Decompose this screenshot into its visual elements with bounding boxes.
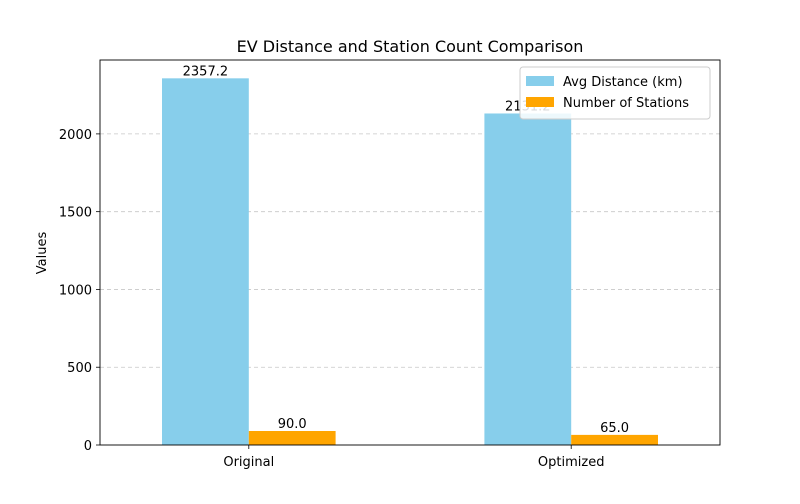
axes: 0 500 1000 1500 2000 Original Optimized [59,59,721,470]
legend-label: Number of Stations [563,96,689,111]
legend-label: Avg Distance (km) [563,75,683,90]
bar-value-label: 2357.2 [183,64,229,79]
bar-value-label: 65.0 [600,421,629,436]
plot-frame [99,59,721,446]
chart-title: EV Distance and Station Count Comparison [237,37,584,56]
x-tick-label: Optimized [538,455,605,470]
bar [162,78,249,445]
bars [162,78,658,445]
y-tick-label: 0 [84,439,92,454]
y-tick-label: 1500 [59,206,92,221]
bar-value-label: 90.0 [278,417,307,432]
y-tick-label: 2000 [59,128,92,143]
bar [248,431,336,445]
legend-box [519,66,711,120]
y-axis-label: Values [35,232,50,275]
y-tick-label: 500 [67,361,92,376]
x-tick-label: Original [223,455,274,470]
legend-swatch [526,76,554,86]
gridlines [100,133,720,368]
legend: Avg Distance (km) Number of Stations [519,66,711,120]
bar [484,113,572,445]
legend-swatch [526,97,554,107]
y-tick-label: 1000 [59,283,92,298]
bar [571,434,658,445]
